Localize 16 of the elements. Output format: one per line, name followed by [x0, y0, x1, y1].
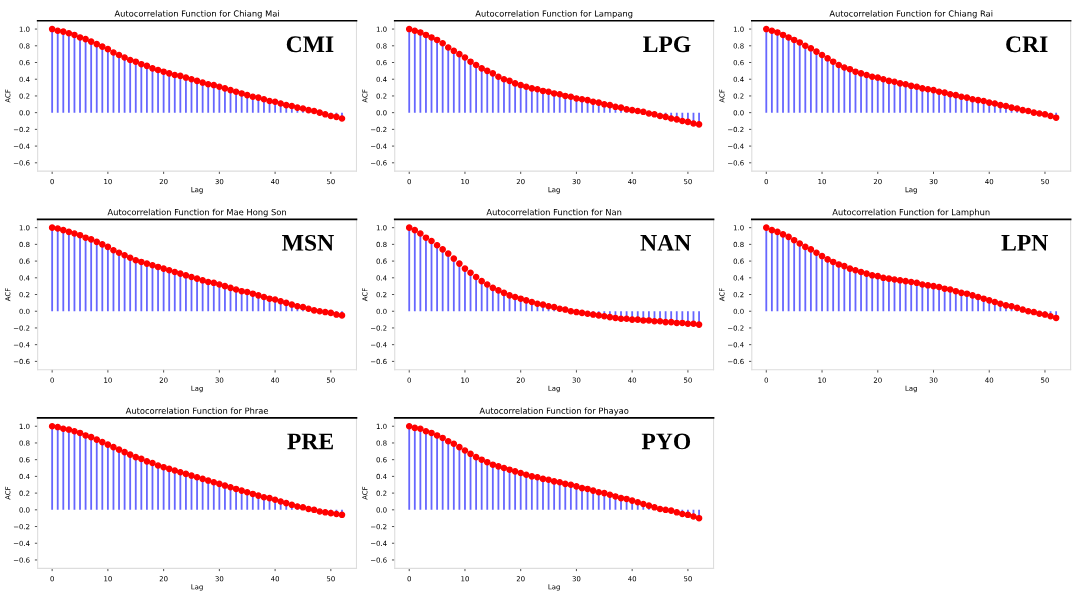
chart-title: Autocorrelation Function for Mae Hong Son — [107, 208, 286, 217]
annotation: PRE — [287, 433, 333, 450]
annotation: LPG — [643, 36, 691, 53]
chart-title: Autocorrelation Function for Chiang Rai — [829, 10, 993, 19]
annotation: MSN — [282, 234, 334, 251]
chart-title: Autocorrelation Function for Nan — [486, 208, 622, 216]
annotation: NAN — [640, 234, 691, 251]
annotation: PYO — [641, 433, 691, 450]
chart-title: Autocorrelation Function for Chiang Mai — [114, 10, 279, 19]
chart-title: Autocorrelation Function for Phayao — [479, 407, 629, 416]
annotation: CMI — [286, 36, 334, 53]
chart-title: Autocorrelation Function for Lampang — [475, 10, 633, 19]
chart-title: Autocorrelation Function for Phrae — [125, 407, 269, 414]
annotation: CRI — [1006, 36, 1048, 53]
annotation: LPN — [1001, 235, 1048, 251]
chart-title: Autocorrelation Function for Lamphun — [832, 208, 990, 217]
